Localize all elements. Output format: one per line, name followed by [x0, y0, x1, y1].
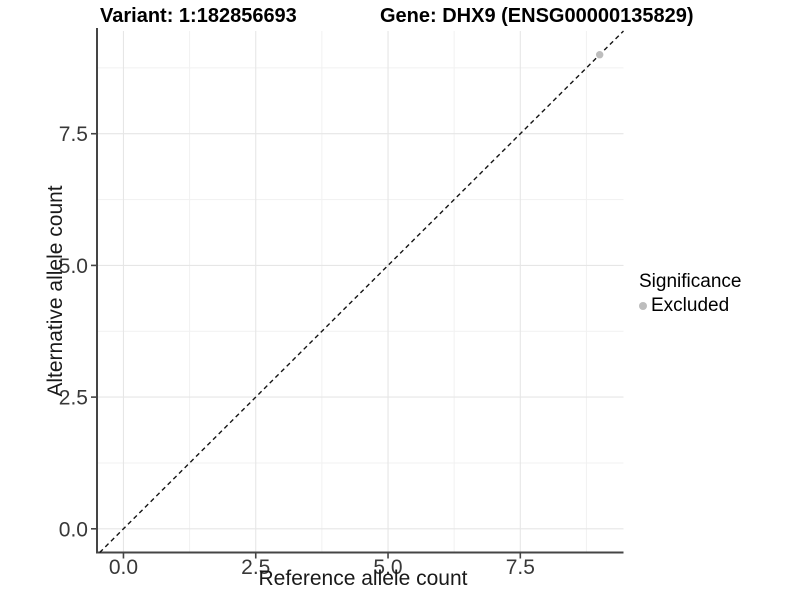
x-tick-label: 2.5	[241, 556, 270, 579]
legend-key-circle-icon	[639, 302, 647, 310]
plot-title-variant: Variant: 1:182856693	[100, 5, 297, 27]
plot-title-gene: Gene: DHX9 (ENSG00000135829)	[380, 5, 694, 27]
x-tick-label: 5.0	[373, 556, 402, 579]
x-axis-title: Reference allele count	[258, 567, 468, 590]
y-axis-title: Alternative allele count	[44, 185, 67, 397]
y-tick-label: 2.5	[59, 387, 88, 410]
y-tick-label: 5.0	[59, 255, 88, 278]
x-tick-label: 0.0	[109, 556, 138, 579]
y-tick-label: 0.0	[59, 518, 88, 541]
x-tick-label: 7.5	[506, 556, 535, 579]
y-tick-label: 7.5	[59, 123, 88, 146]
data-point-excluded	[595, 51, 604, 59]
legend-entry-label: Excluded	[651, 295, 730, 316]
legend-title: Significance	[639, 271, 742, 292]
legend: Significance Excluded	[639, 271, 741, 317]
legend-entry: Excluded	[639, 295, 741, 317]
identity-dashed-line	[99, 30, 624, 553]
